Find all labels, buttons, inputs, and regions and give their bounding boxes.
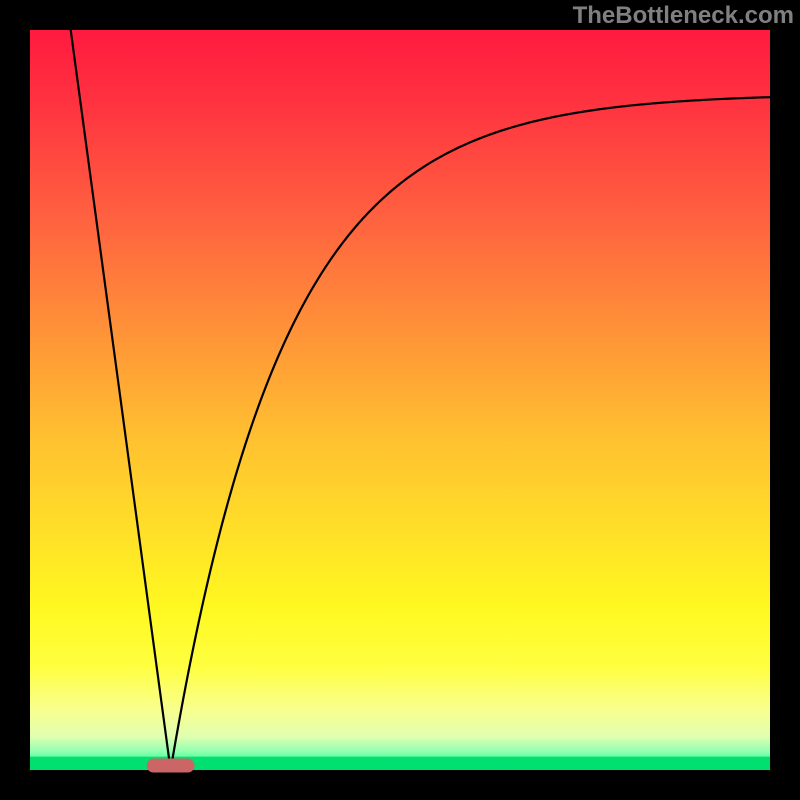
chart-container: TheBottleneck.com: [0, 0, 800, 800]
chart-background-gradient: [30, 30, 770, 770]
chart-green-band: [30, 757, 770, 770]
bottleneck-chart: [0, 0, 800, 800]
watermark-text: TheBottleneck.com: [573, 2, 794, 30]
optimum-marker: [147, 759, 195, 773]
